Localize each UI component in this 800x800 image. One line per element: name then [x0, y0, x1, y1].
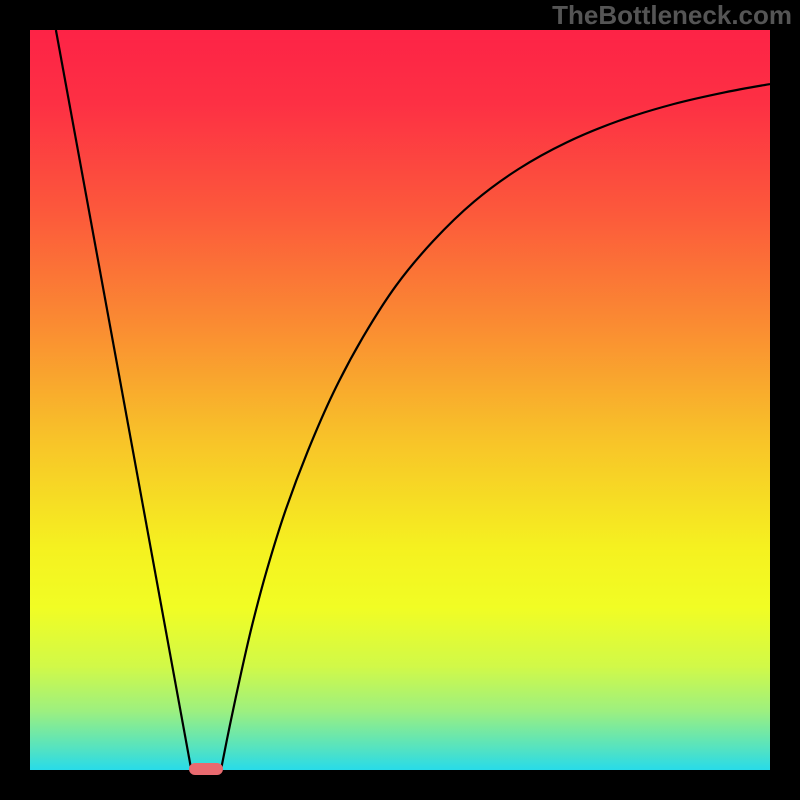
watermark-text: TheBottleneck.com [552, 0, 792, 31]
optimal-marker [189, 763, 223, 775]
curve-left-line [56, 30, 191, 770]
curve-layer [0, 0, 800, 800]
chart-container: { "canvas": { "width": 800, "height": 80… [0, 0, 800, 800]
curve-right-arc [221, 84, 770, 770]
